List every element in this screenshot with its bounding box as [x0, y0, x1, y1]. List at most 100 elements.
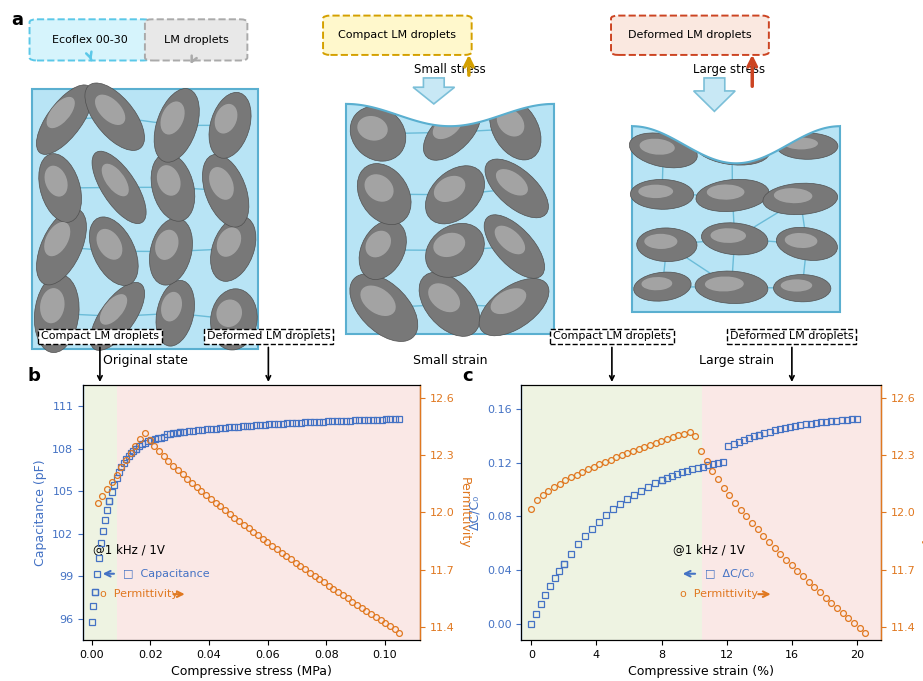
Text: Small stress: Small stress: [414, 63, 485, 76]
Text: @1 kHz / 1V: @1 kHz / 1V: [673, 543, 745, 556]
Y-axis label: Permittivity: Permittivity: [919, 477, 923, 548]
Ellipse shape: [357, 116, 388, 141]
Ellipse shape: [85, 83, 145, 151]
Ellipse shape: [209, 93, 251, 158]
Ellipse shape: [637, 228, 697, 262]
Text: b: b: [28, 367, 41, 385]
Ellipse shape: [485, 215, 545, 279]
Text: Original state: Original state: [103, 354, 187, 368]
Ellipse shape: [629, 133, 697, 168]
Ellipse shape: [490, 97, 541, 160]
Ellipse shape: [781, 279, 812, 291]
Ellipse shape: [210, 216, 256, 281]
Text: □  Capacitance: □ Capacitance: [124, 569, 210, 579]
Ellipse shape: [426, 165, 485, 224]
Text: Deformed LM droplets: Deformed LM droplets: [207, 332, 330, 380]
Ellipse shape: [154, 89, 199, 162]
Ellipse shape: [92, 151, 146, 223]
FancyBboxPatch shape: [323, 16, 472, 55]
Polygon shape: [346, 85, 554, 126]
Ellipse shape: [479, 279, 549, 336]
Text: LM droplets: LM droplets: [163, 35, 229, 45]
Ellipse shape: [701, 223, 768, 255]
Ellipse shape: [639, 185, 673, 198]
Ellipse shape: [217, 227, 241, 257]
Ellipse shape: [151, 153, 195, 221]
Ellipse shape: [216, 300, 242, 327]
Ellipse shape: [707, 185, 745, 200]
Bar: [632, 126, 840, 312]
Y-axis label: ΔC/C₀: ΔC/C₀: [469, 495, 482, 530]
Ellipse shape: [155, 229, 178, 260]
Ellipse shape: [46, 97, 75, 128]
Ellipse shape: [97, 229, 123, 259]
Ellipse shape: [424, 104, 481, 160]
Ellipse shape: [485, 159, 548, 218]
Ellipse shape: [495, 225, 525, 254]
Ellipse shape: [350, 274, 418, 341]
Polygon shape: [346, 104, 554, 126]
Text: Compact LM droplets: Compact LM droplets: [339, 30, 456, 40]
Ellipse shape: [630, 180, 694, 209]
Ellipse shape: [156, 281, 195, 346]
Bar: [346, 104, 554, 334]
Ellipse shape: [161, 101, 185, 135]
Ellipse shape: [694, 131, 770, 165]
Text: Large stress: Large stress: [693, 63, 765, 76]
Ellipse shape: [496, 169, 528, 195]
Ellipse shape: [365, 174, 393, 202]
Ellipse shape: [640, 139, 675, 155]
X-axis label: Compressive stress (MPa): Compressive stress (MPa): [171, 665, 332, 678]
Bar: [32, 89, 258, 349]
Ellipse shape: [44, 165, 67, 197]
Ellipse shape: [426, 223, 485, 277]
Text: Compact LM droplets: Compact LM droplets: [553, 332, 671, 380]
Bar: [83, 385, 116, 640]
Y-axis label: Permittivity: Permittivity: [458, 477, 471, 548]
Ellipse shape: [773, 188, 812, 203]
Ellipse shape: [150, 218, 193, 285]
Polygon shape: [632, 108, 840, 163]
Ellipse shape: [695, 271, 768, 304]
Ellipse shape: [100, 294, 127, 325]
Ellipse shape: [428, 283, 460, 312]
Text: Ecoflex 00-30: Ecoflex 00-30: [52, 35, 128, 45]
Ellipse shape: [776, 227, 837, 260]
Text: Small strain: Small strain: [413, 354, 487, 368]
FancyBboxPatch shape: [145, 19, 247, 61]
Ellipse shape: [95, 95, 126, 125]
Ellipse shape: [491, 288, 526, 314]
Text: □  ΔC/C₀: □ ΔC/C₀: [705, 569, 754, 579]
Ellipse shape: [497, 108, 524, 136]
Ellipse shape: [157, 165, 181, 195]
Ellipse shape: [37, 208, 87, 285]
Ellipse shape: [34, 274, 79, 353]
Polygon shape: [632, 126, 840, 163]
Ellipse shape: [419, 272, 480, 336]
Text: c: c: [462, 367, 473, 385]
Y-axis label: Capacitance (pF): Capacitance (pF): [33, 459, 47, 566]
Bar: [116, 385, 420, 640]
Ellipse shape: [696, 179, 769, 212]
Ellipse shape: [366, 231, 391, 257]
Ellipse shape: [763, 183, 838, 215]
X-axis label: Compressive strain (%): Compressive strain (%): [629, 665, 774, 678]
Ellipse shape: [641, 277, 672, 290]
Bar: [521, 385, 702, 640]
Polygon shape: [694, 78, 735, 111]
Ellipse shape: [785, 138, 818, 149]
Text: Deformed LM droplets: Deformed LM droplets: [730, 332, 854, 380]
Ellipse shape: [215, 104, 237, 133]
Text: o  Permittivity: o Permittivity: [100, 589, 178, 599]
Ellipse shape: [36, 85, 93, 155]
Ellipse shape: [102, 163, 129, 196]
Ellipse shape: [360, 285, 396, 316]
Ellipse shape: [433, 233, 465, 257]
Text: o  Permittivity: o Permittivity: [680, 589, 758, 599]
Polygon shape: [413, 78, 454, 104]
Ellipse shape: [40, 288, 65, 323]
Ellipse shape: [711, 228, 746, 243]
Ellipse shape: [785, 233, 818, 248]
Text: a: a: [11, 11, 23, 29]
Ellipse shape: [434, 176, 465, 202]
